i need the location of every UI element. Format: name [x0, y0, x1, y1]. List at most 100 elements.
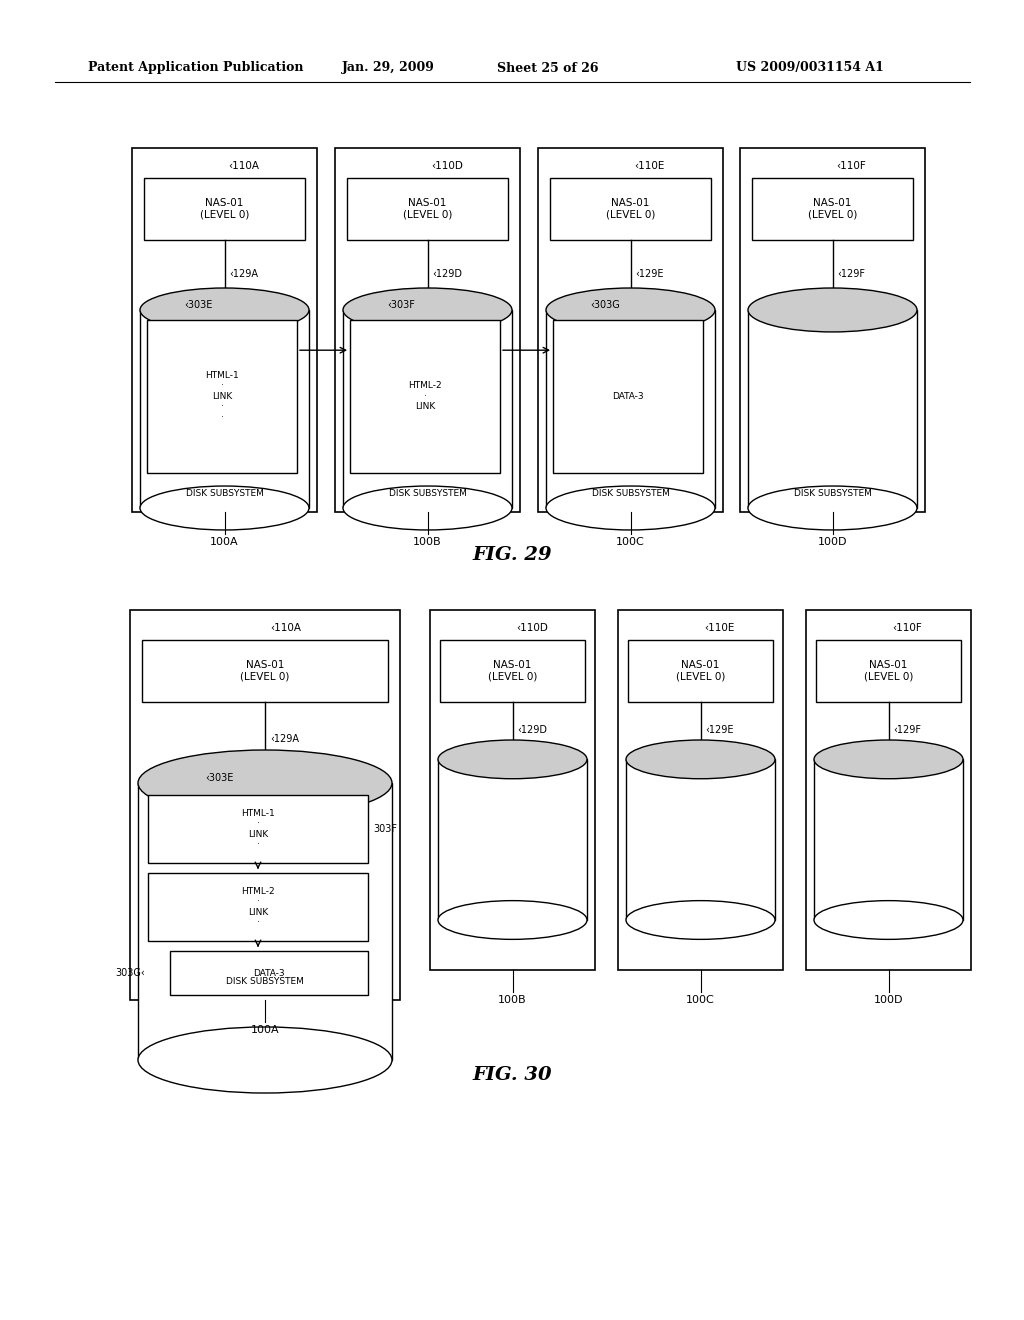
Bar — [132, 148, 317, 512]
Text: NAS-01
(LEVEL 0): NAS-01 (LEVEL 0) — [402, 198, 453, 220]
Text: Jan. 29, 2009: Jan. 29, 2009 — [342, 62, 434, 74]
Bar — [148, 873, 368, 941]
Text: ‹110A: ‹110A — [228, 161, 259, 172]
Text: ‹110F: ‹110F — [892, 623, 922, 634]
Text: 100C: 100C — [686, 995, 715, 1005]
Ellipse shape — [748, 288, 918, 331]
Text: 100A: 100A — [251, 1026, 280, 1035]
Text: Patent Application Publication: Patent Application Publication — [88, 62, 303, 74]
Ellipse shape — [343, 288, 512, 331]
Text: ‹129E: ‹129E — [706, 725, 734, 735]
Bar — [740, 148, 925, 512]
Ellipse shape — [438, 741, 587, 779]
Text: FIG. 29: FIG. 29 — [472, 546, 552, 564]
Bar — [748, 310, 918, 508]
Text: DATA-3: DATA-3 — [612, 392, 644, 401]
Ellipse shape — [748, 486, 918, 529]
Ellipse shape — [814, 900, 963, 940]
Bar — [553, 319, 703, 473]
Bar — [440, 640, 585, 702]
Text: NAS-01
(LEVEL 0): NAS-01 (LEVEL 0) — [676, 660, 725, 682]
Bar — [626, 759, 775, 920]
Text: ‹110E: ‹110E — [634, 161, 665, 172]
Text: NAS-01
(LEVEL 0): NAS-01 (LEVEL 0) — [808, 198, 857, 220]
Text: HTML-2
·
LINK: HTML-2 · LINK — [409, 381, 441, 412]
Text: 100A: 100A — [210, 537, 239, 546]
Text: 100B: 100B — [499, 995, 526, 1005]
Text: DISK SUBSYSTEM: DISK SUBSYSTEM — [388, 490, 467, 499]
Bar — [140, 310, 309, 508]
Text: ‹129A: ‹129A — [229, 269, 258, 279]
Bar — [438, 759, 587, 920]
Text: NAS-01
(LEVEL 0): NAS-01 (LEVEL 0) — [241, 660, 290, 682]
Ellipse shape — [546, 486, 715, 529]
Text: HTML-1
·
LINK
·: HTML-1 · LINK · — [241, 809, 274, 849]
Text: US 2009/0031154 A1: US 2009/0031154 A1 — [736, 62, 884, 74]
Text: ‹110A: ‹110A — [270, 623, 301, 634]
Text: HTML-2
·
LINK
·: HTML-2 · LINK · — [242, 887, 274, 927]
Text: ‹129A: ‹129A — [270, 734, 299, 743]
Text: ‹129D: ‹129D — [517, 725, 548, 735]
Ellipse shape — [140, 288, 309, 331]
Bar — [130, 610, 400, 1001]
Bar — [142, 640, 388, 702]
Text: DISK SUBSYSTEM: DISK SUBSYSTEM — [226, 978, 304, 986]
Text: DISK SUBSYSTEM: DISK SUBSYSTEM — [185, 490, 263, 499]
Bar — [538, 148, 723, 512]
Bar — [628, 640, 773, 702]
Ellipse shape — [546, 288, 715, 331]
Bar — [343, 310, 512, 508]
Bar — [335, 148, 520, 512]
Bar — [814, 759, 963, 920]
Text: 100B: 100B — [414, 537, 441, 546]
Ellipse shape — [140, 486, 309, 529]
Text: DISK SUBSYSTEM: DISK SUBSYSTEM — [592, 490, 670, 499]
Ellipse shape — [626, 741, 775, 779]
Text: ‹110E: ‹110E — [703, 623, 734, 634]
Bar — [806, 610, 971, 970]
Text: ‹129E: ‹129E — [636, 269, 664, 279]
Ellipse shape — [138, 1027, 392, 1093]
Text: HTML-1
·
LINK
·
·: HTML-1 · LINK · · — [205, 371, 239, 421]
Text: DATA-3: DATA-3 — [253, 969, 285, 978]
Ellipse shape — [138, 750, 392, 816]
Bar — [550, 178, 711, 240]
Text: Sheet 25 of 26: Sheet 25 of 26 — [498, 62, 599, 74]
Bar — [347, 178, 508, 240]
Text: NAS-01
(LEVEL 0): NAS-01 (LEVEL 0) — [487, 660, 538, 682]
Text: ‹129D: ‹129D — [432, 269, 463, 279]
Text: 100D: 100D — [818, 537, 847, 546]
Bar — [430, 610, 595, 970]
Text: ‹110D: ‹110D — [431, 161, 463, 172]
Text: FIG. 30: FIG. 30 — [472, 1067, 552, 1084]
Text: 100D: 100D — [873, 995, 903, 1005]
Ellipse shape — [438, 900, 587, 940]
Bar — [618, 610, 783, 970]
Ellipse shape — [343, 486, 512, 529]
Bar — [546, 310, 715, 508]
Bar — [148, 795, 368, 863]
Bar — [138, 783, 392, 1060]
Ellipse shape — [626, 900, 775, 940]
Text: ‹110D: ‹110D — [516, 623, 548, 634]
Text: ‹303E: ‹303E — [183, 300, 212, 310]
Text: ‹303E: ‹303E — [206, 774, 233, 783]
Bar — [752, 178, 913, 240]
Text: ‹303G: ‹303G — [590, 300, 620, 310]
Text: ‹129F: ‹129F — [838, 269, 865, 279]
Bar — [350, 319, 500, 473]
Text: NAS-01
(LEVEL 0): NAS-01 (LEVEL 0) — [606, 198, 655, 220]
Ellipse shape — [814, 741, 963, 779]
Text: NAS-01
(LEVEL 0): NAS-01 (LEVEL 0) — [200, 198, 249, 220]
Text: ‹303F: ‹303F — [387, 300, 415, 310]
Bar — [816, 640, 961, 702]
Bar — [147, 319, 297, 473]
Text: ‹129F: ‹129F — [894, 725, 922, 735]
Text: NAS-01
(LEVEL 0): NAS-01 (LEVEL 0) — [864, 660, 913, 682]
Text: DISK SUBSYSTEM: DISK SUBSYSTEM — [794, 490, 871, 499]
Text: ‹110F: ‹110F — [837, 161, 866, 172]
Text: 100C: 100C — [616, 537, 645, 546]
Text: 303F: 303F — [373, 824, 397, 834]
Bar — [170, 950, 368, 995]
Text: 303G‹: 303G‹ — [116, 968, 145, 978]
